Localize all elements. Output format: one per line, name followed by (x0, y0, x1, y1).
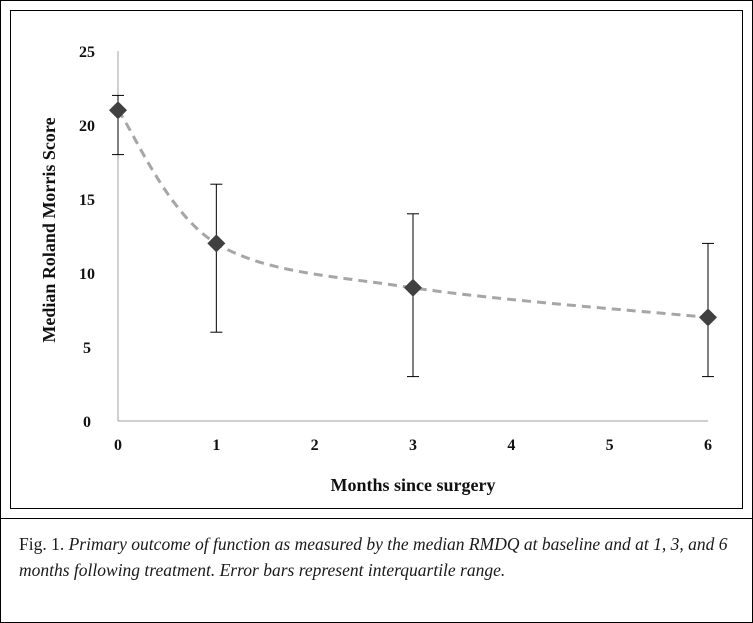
data-point (109, 101, 127, 120)
data-point (207, 234, 226, 253)
x-tick-label: 0 (114, 437, 122, 454)
y-tick-label: 10 (79, 266, 95, 283)
y-tick-label: 5 (83, 340, 91, 357)
caption-label: Fig. 1. (19, 534, 65, 554)
y-tick-label: 20 (79, 118, 95, 135)
y-axis-title: Median Roland Morris Score (39, 117, 59, 342)
x-tick-label: 6 (704, 437, 712, 454)
trend-line (116, 109, 709, 319)
figure-caption: Fig. 1. Primary outcome of function as m… (19, 531, 734, 583)
data-point (404, 278, 422, 297)
x-tick-label: 3 (409, 437, 417, 454)
x-axis-title: Months since surgery (331, 475, 496, 495)
line-chart: 0 5 10 15 20 25 0 1 2 3 4 5 6 Months since surgery M… (39, 44, 717, 495)
data-point (699, 308, 717, 327)
x-tick-label: 2 (311, 437, 319, 454)
caption-text: Primary outcome of function as measured … (19, 534, 728, 580)
y-tick-label: 0 (83, 414, 91, 431)
trend-path (116, 109, 709, 319)
tick-labels: 0 5 10 15 20 25 0 1 2 3 4 5 6 (79, 44, 712, 454)
caption-divider (1, 518, 752, 519)
y-tick-label: 25 (79, 44, 95, 61)
x-tick-label: 1 (212, 437, 220, 454)
x-tick-label: 4 (507, 437, 515, 454)
error-bars (112, 94, 714, 378)
x-tick-label: 5 (606, 437, 614, 454)
data-points (109, 101, 717, 327)
chart-area: 0 5 10 15 20 25 0 1 2 3 4 5 6 Months since surgery M… (10, 10, 743, 509)
y-tick-label: 15 (79, 192, 95, 209)
